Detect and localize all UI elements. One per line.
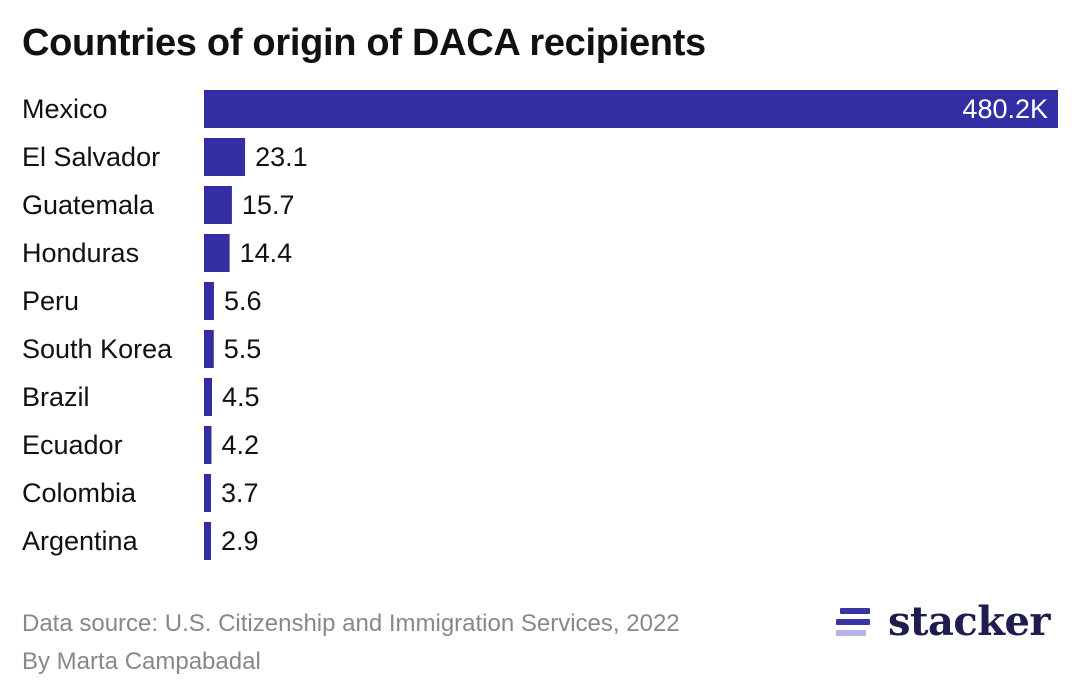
bar-brazil — [204, 378, 213, 416]
bar-guatemala — [204, 186, 232, 224]
data-source-note: Data source: U.S. Citizenship and Immigr… — [22, 610, 680, 637]
value-label-ecuador: 4.2 — [221, 430, 259, 460]
author-credit: By Marta Campabadal — [22, 648, 261, 675]
category-label-argentina: Argentina — [22, 526, 139, 556]
category-label-peru: Peru — [22, 286, 79, 316]
category-label-south-korea: South Korea — [22, 334, 173, 364]
value-label-mexico: 480.2K — [962, 94, 1048, 124]
chart-title: Countries of origin of DACA recipients — [22, 22, 706, 64]
value-label-brazil: 4.5 — [222, 382, 260, 412]
category-label-ecuador: Ecuador — [22, 430, 123, 460]
bar-south-korea — [204, 330, 214, 368]
value-label-colombia: 3.7 — [221, 478, 259, 508]
category-label-guatemala: Guatemala — [22, 190, 155, 220]
value-label-el-salvador: 23.1 — [255, 142, 308, 172]
stacker-stripes-icon — [836, 604, 874, 640]
category-label-el-salvador: El Salvador — [22, 142, 160, 172]
value-label-honduras: 14.4 — [240, 238, 293, 268]
value-label-argentina: 2.9 — [221, 526, 259, 556]
category-label-colombia: Colombia — [22, 478, 137, 508]
bar-peru — [204, 282, 214, 320]
bar-colombia — [204, 474, 211, 512]
logo-text: stacker — [888, 598, 1051, 645]
value-label-south-korea: 5.5 — [224, 334, 262, 364]
bar-argentina — [204, 522, 211, 560]
bar-chart: Mexico 480.2K El Salvador 23.1 Guatemala 15.7… — [22, 90, 1058, 560]
bar-honduras — [204, 234, 230, 272]
category-label-honduras: Honduras — [22, 238, 139, 268]
stacker-logo: stacker — [836, 598, 1051, 645]
category-label-mexico: Mexico — [22, 94, 108, 124]
bar-el-salvador — [204, 138, 246, 176]
category-label-brazil: Brazil — [22, 382, 90, 412]
bar-ecuador — [204, 426, 212, 464]
value-label-guatemala: 15.7 — [242, 190, 295, 220]
value-label-peru: 5.6 — [224, 286, 262, 316]
bar-mexico — [204, 90, 1058, 128]
